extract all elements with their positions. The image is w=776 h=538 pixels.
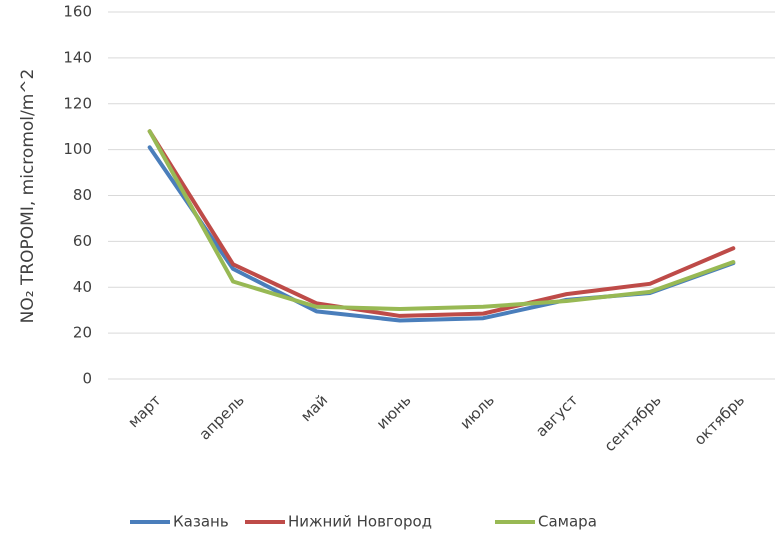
- x-tick-label: апрель: [195, 391, 247, 443]
- y-axis-label: NO₂ TROPOMI, micromol/m^2: [18, 69, 38, 324]
- x-tick-label: октябрь: [690, 391, 748, 449]
- x-tick-label: июль: [456, 391, 498, 433]
- y-tick-label: 80: [73, 186, 92, 204]
- x-tick-label: сентябрь: [601, 391, 665, 455]
- y-tick-label: 100: [63, 140, 92, 158]
- legend-label: Казань: [173, 513, 229, 531]
- legend-label: Нижний Новгород: [288, 513, 432, 531]
- y-tick-label: 140: [63, 48, 92, 66]
- series-line: [147, 129, 736, 312]
- x-tick-label: март: [124, 391, 164, 431]
- y-tick-label: 160: [63, 3, 92, 21]
- legend-label: Самара: [538, 513, 597, 531]
- x-tick-label: июнь: [373, 391, 415, 433]
- y-tick-label: 60: [73, 232, 92, 250]
- y-tick-label: 0: [82, 370, 92, 388]
- y-tick-label: 40: [73, 278, 92, 296]
- x-tick-label: август: [532, 391, 582, 441]
- y-tick-label: 120: [63, 94, 92, 112]
- series-line: [147, 129, 736, 318]
- y-tick-label: 20: [73, 324, 92, 342]
- series-line: [147, 145, 736, 323]
- x-tick-label: май: [297, 391, 331, 425]
